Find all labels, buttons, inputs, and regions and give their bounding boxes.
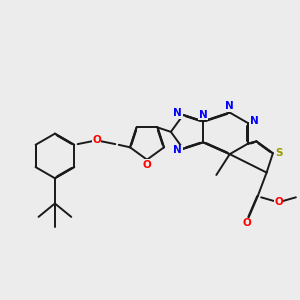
Text: N: N <box>225 101 234 111</box>
Text: S: S <box>275 148 283 158</box>
Text: N: N <box>173 145 182 155</box>
Text: N: N <box>173 108 182 118</box>
Text: N: N <box>199 110 208 120</box>
Text: O: O <box>92 135 101 145</box>
Text: O: O <box>274 197 283 207</box>
Text: O: O <box>142 160 152 170</box>
Text: O: O <box>243 218 252 228</box>
Text: N: N <box>250 116 259 127</box>
